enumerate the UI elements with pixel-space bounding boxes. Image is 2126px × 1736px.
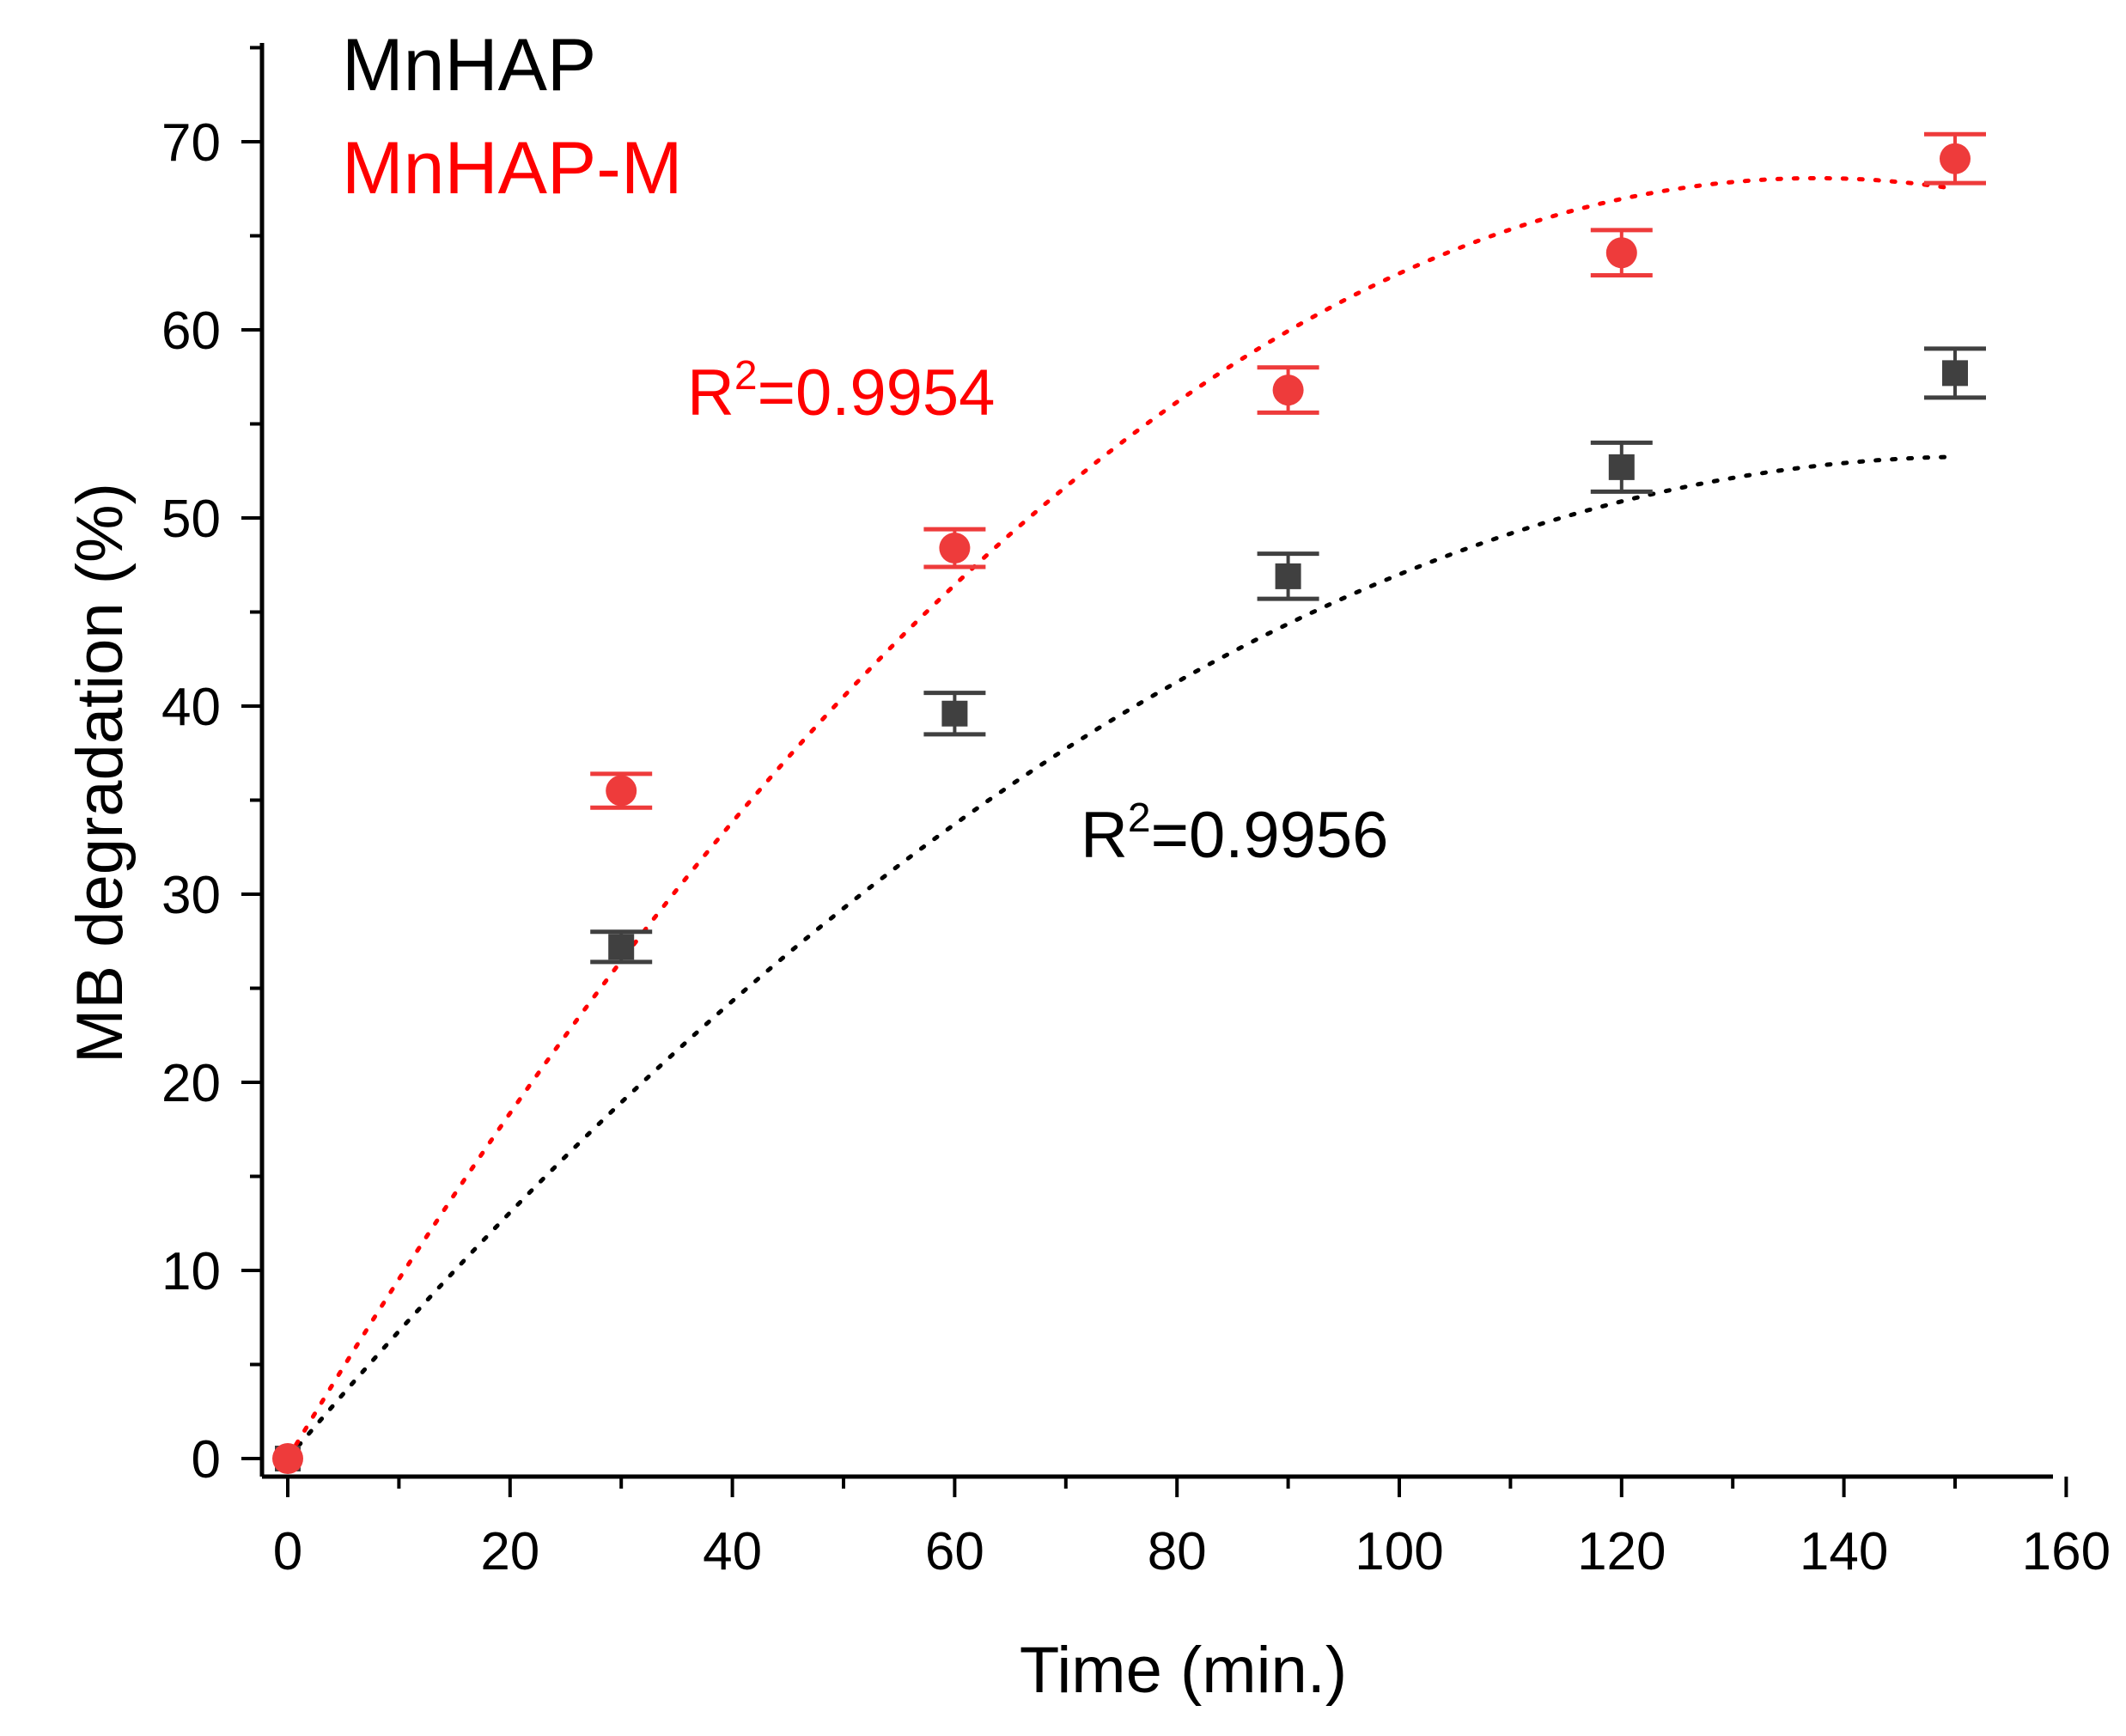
r2-value: =0.9954 xyxy=(758,356,996,429)
y-tick-label: 70 xyxy=(161,113,221,173)
x-tick-label: 40 xyxy=(703,1522,762,1581)
data-point xyxy=(1940,143,1971,174)
y-ticks: 0 10 20 30 40 50 60 70 xyxy=(161,46,262,1489)
y-tick-label: 0 xyxy=(192,1430,221,1489)
x-tick-label: 140 xyxy=(1800,1522,1888,1581)
data-markers xyxy=(272,131,1986,1474)
y-tick-label: 50 xyxy=(161,490,221,549)
x-tick-label: 20 xyxy=(480,1522,539,1581)
fit-curves xyxy=(285,176,1958,1461)
y-tick-label: 10 xyxy=(161,1242,221,1301)
fit-curve xyxy=(285,454,1958,1461)
data-point xyxy=(1942,360,1968,387)
x-ticks: 0 20 40 60 80 100 120 140 160 xyxy=(273,1477,2111,1581)
legend-entry-mnhap: MnHAP xyxy=(342,24,596,107)
x-tick-label: 60 xyxy=(925,1522,984,1581)
r2-superscript: 2 xyxy=(734,353,758,399)
data-point xyxy=(608,934,635,960)
r2-value: =0.9956 xyxy=(1151,799,1389,872)
fit-curve xyxy=(285,176,1958,1461)
x-tick-label: 0 xyxy=(273,1522,302,1581)
legend-entry-mnhap-m: MnHAP-M xyxy=(342,127,683,210)
data-point xyxy=(1275,563,1301,589)
x-tick-label: 120 xyxy=(1577,1522,1666,1581)
r2-annotation-mnhap-m: R2=0.9954 xyxy=(687,353,995,429)
data-point xyxy=(941,700,968,727)
y-tick-label: 60 xyxy=(161,302,221,361)
y-tick-label: 30 xyxy=(161,866,221,925)
data-point xyxy=(606,775,637,807)
data-point xyxy=(939,533,971,564)
data-point xyxy=(1605,237,1637,269)
r2-superscript: 2 xyxy=(1128,795,1151,841)
y-tick-label: 40 xyxy=(161,678,221,737)
y-axis-title: MB degradation (%) xyxy=(64,483,137,1063)
axes: 0 20 40 60 80 100 120 140 160 0 10 20 30 40 50 60 70 xyxy=(161,43,2111,1581)
x-tick-label: 100 xyxy=(1355,1522,1443,1581)
data-point xyxy=(272,1443,303,1474)
x-tick-label: 80 xyxy=(1148,1522,1207,1581)
data-point xyxy=(1608,454,1635,480)
data-point xyxy=(1272,375,1304,406)
r2-symbol: R xyxy=(687,356,734,429)
r2-annotation-mnhap: R2=0.9956 xyxy=(1081,795,1388,872)
x-tick-label: 160 xyxy=(2022,1522,2111,1581)
y-tick-label: 20 xyxy=(161,1054,221,1113)
x-axis-title: Time (min.) xyxy=(1020,1634,1347,1707)
r2-symbol: R xyxy=(1081,799,1128,872)
